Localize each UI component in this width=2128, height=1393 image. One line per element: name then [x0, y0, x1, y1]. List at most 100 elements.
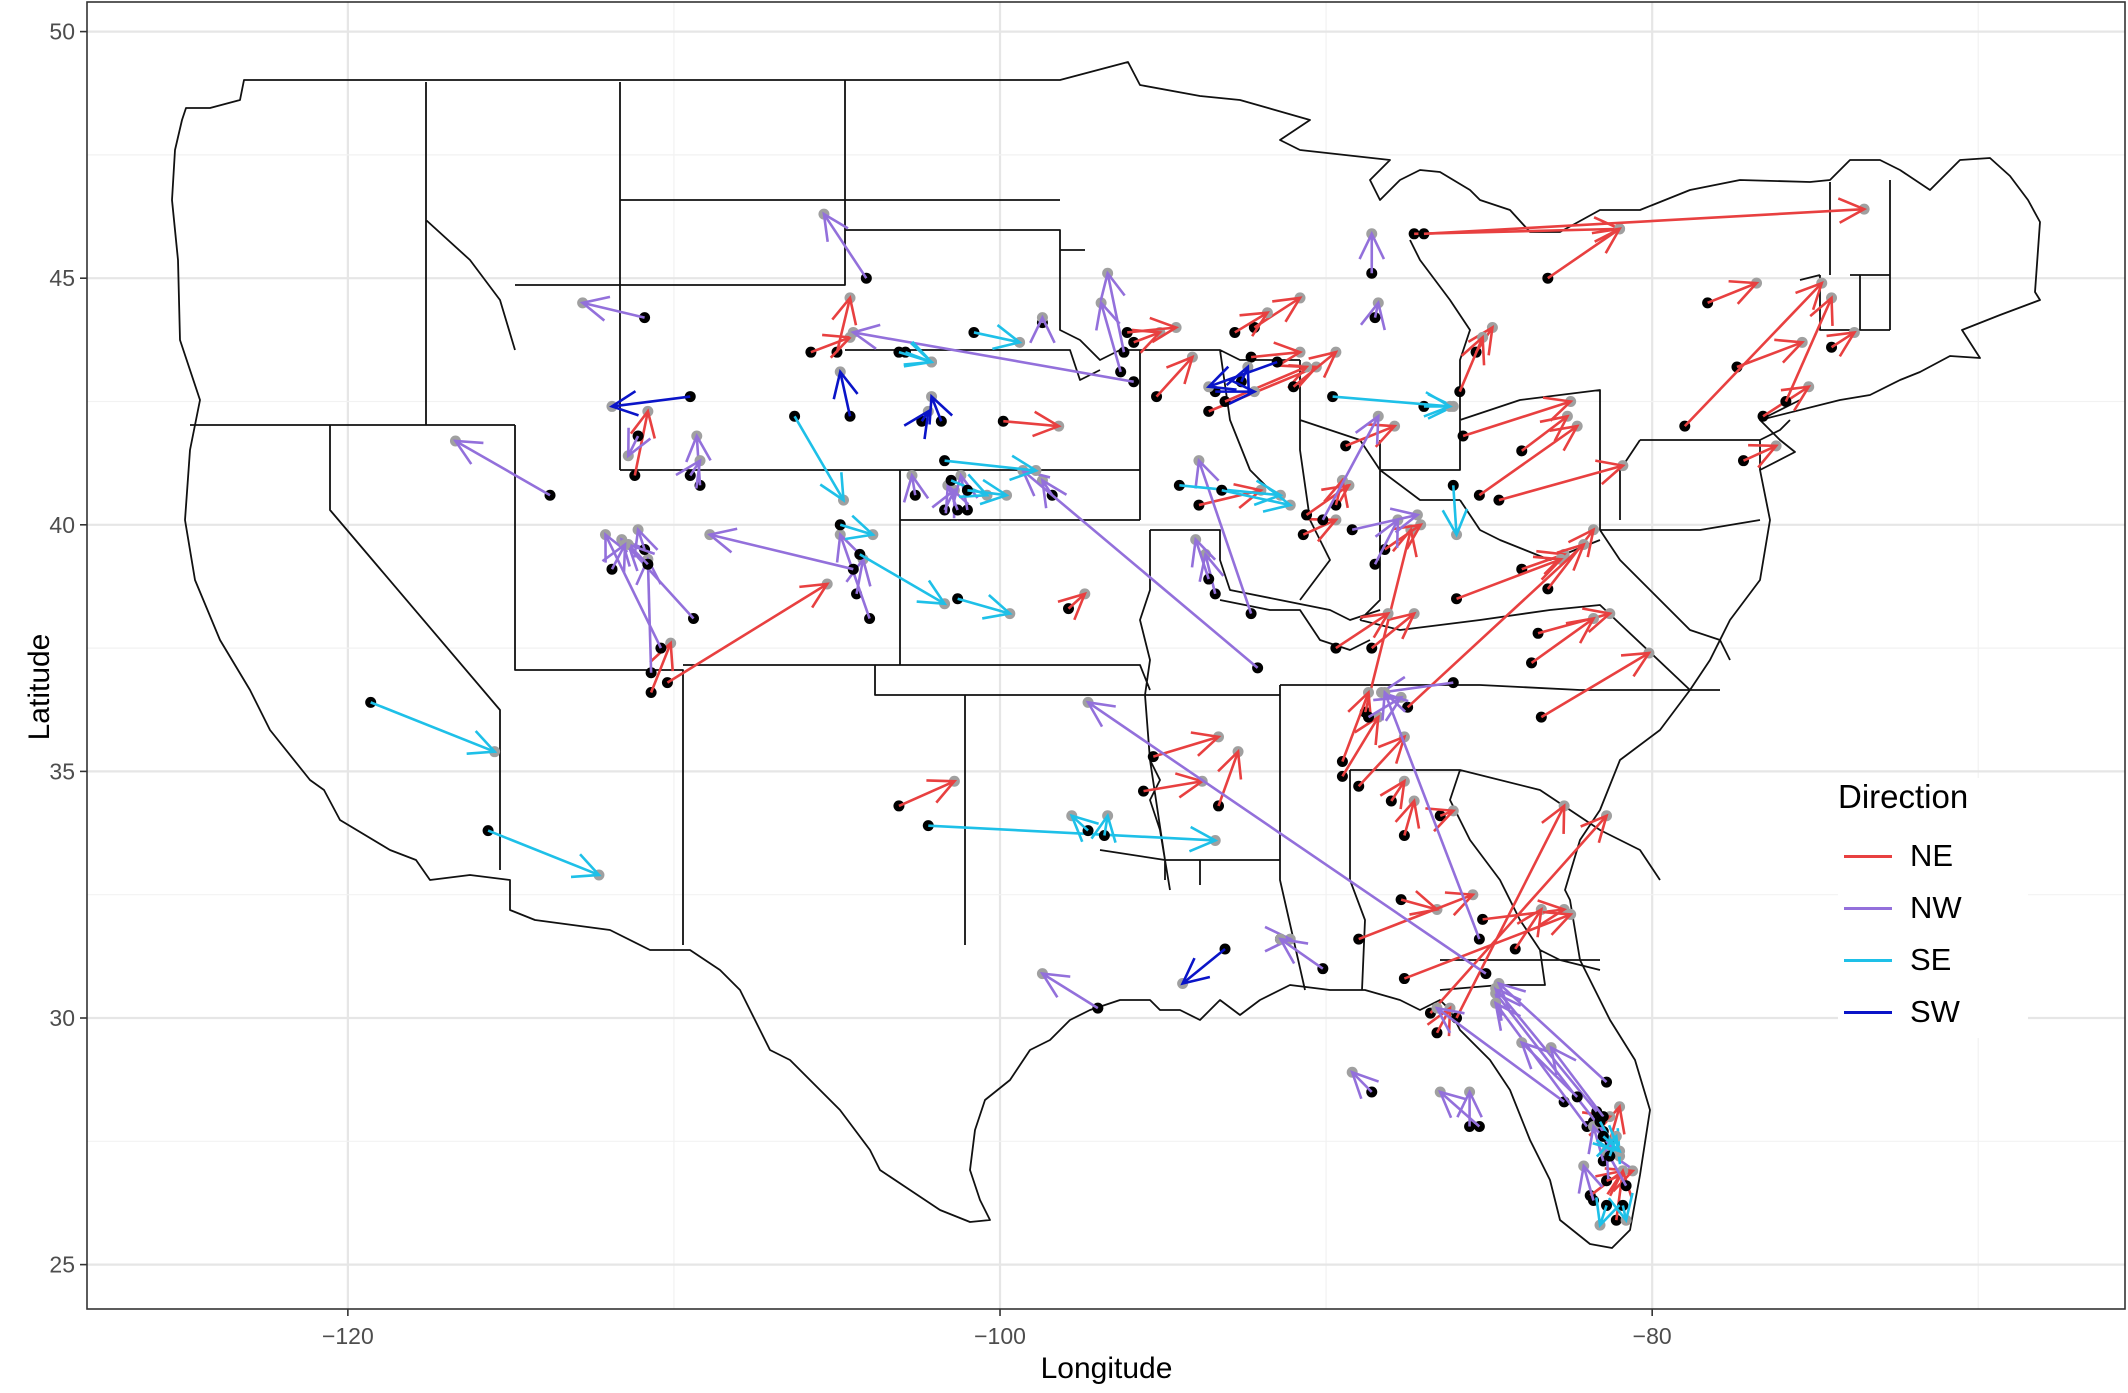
arrow-head	[619, 537, 649, 567]
arrow-nw	[1379, 686, 1485, 945]
arrow-ne	[1535, 647, 1655, 723]
arrow-shaft	[1429, 814, 1608, 1014]
arrow-nw	[1434, 1086, 1485, 1133]
arrow-se	[952, 593, 1016, 620]
arrow-head	[466, 730, 498, 755]
arrow-shaft	[946, 484, 959, 511]
arrow-ne	[1245, 341, 1306, 368]
arrow-nw	[1036, 968, 1104, 1014]
arrow-shaft	[898, 780, 955, 808]
arrow-shaft	[1305, 484, 1350, 517]
arrow-nw	[1193, 455, 1257, 620]
arrow-head	[1425, 807, 1457, 833]
arrow-shaft	[1458, 336, 1484, 393]
arrow-ne	[1353, 731, 1410, 792]
arrow-shaft	[582, 301, 645, 319]
arrow-head	[1239, 311, 1270, 337]
arrow-shaft	[1335, 612, 1389, 650]
arrow-head	[1009, 454, 1039, 482]
arrow-head	[1496, 981, 1527, 1010]
y-tick-label: 45	[49, 265, 75, 291]
arrow-shaft	[1784, 297, 1833, 403]
arrow-nw	[1099, 267, 1130, 358]
arrow-head	[992, 324, 1023, 351]
arrow-se	[922, 820, 1221, 853]
x-tick-label: −100	[974, 1323, 1026, 1349]
arrow-shaft	[853, 331, 1134, 384]
arrow-se	[961, 478, 1013, 506]
arrow-se	[1441, 479, 1469, 541]
arrow-shaft	[1540, 651, 1650, 719]
arrow-nw	[1190, 534, 1217, 585]
arrow-head	[799, 582, 830, 609]
migration-arrows	[365, 197, 1870, 1231]
arrow-ne	[1679, 277, 1828, 432]
arrow-shaft	[1370, 612, 1415, 650]
arrow-shaft	[1127, 326, 1177, 334]
arrow-head	[706, 527, 738, 554]
arrow-se	[893, 342, 938, 368]
arrow-head	[819, 472, 846, 503]
arrow-se	[834, 514, 879, 541]
arrow-head	[685, 433, 712, 463]
arrow-nw	[847, 323, 1140, 388]
arrow-shaft	[1351, 1071, 1373, 1093]
arrow-shaft	[1547, 227, 1621, 280]
arrow-head	[1180, 957, 1211, 986]
arrow-shaft	[1143, 779, 1203, 793]
arrow-head	[1423, 391, 1453, 418]
arrow-head	[1278, 364, 1310, 389]
arrow-shaft	[1224, 365, 1308, 403]
arrow-shaft	[1400, 898, 1438, 911]
arrow-shaft	[1003, 419, 1059, 428]
arrow-shaft	[839, 523, 874, 536]
arrow-head	[850, 323, 881, 350]
arrow-head	[1205, 365, 1237, 391]
arrow-ne	[1601, 1165, 1639, 1193]
arrow-shaft	[627, 543, 649, 566]
arrow-head	[1519, 1040, 1549, 1070]
arrow-nw	[1094, 297, 1127, 378]
arrow-head	[1190, 536, 1217, 568]
arrow-head	[1541, 803, 1566, 834]
arrow-head	[1389, 507, 1421, 534]
arrow-ne	[1121, 316, 1182, 344]
arrow-nw	[601, 539, 631, 575]
legend-label-se: SE	[1910, 942, 1952, 977]
arrow-se	[968, 324, 1026, 351]
arrow-head	[831, 295, 858, 326]
arrow-shaft	[1406, 543, 1585, 709]
arrow-shaft	[930, 396, 943, 422]
arrow-nw	[834, 529, 876, 625]
arrow-head	[1567, 527, 1596, 558]
arrow-head	[916, 579, 948, 606]
arrow-nw	[449, 435, 556, 501]
arrow-head	[903, 408, 930, 440]
arrow-head	[1366, 422, 1398, 448]
y-axis-title: Latitude	[23, 633, 56, 741]
arrow-se	[482, 825, 605, 881]
arrow-shaft	[454, 439, 551, 497]
arrow-head	[1595, 1197, 1621, 1228]
arrow-head	[1358, 230, 1386, 260]
arrow-head	[1549, 1045, 1577, 1076]
arrow-shaft	[1181, 947, 1226, 985]
arrow-ne	[1057, 588, 1091, 621]
arrow-head	[1542, 910, 1574, 936]
arrow-shaft	[1155, 356, 1194, 398]
legend-item-nw: NW	[1838, 882, 2028, 934]
arrow-ne	[1454, 331, 1489, 398]
arrow-nw	[616, 534, 700, 625]
arrow-head	[958, 473, 990, 499]
arrow-ne	[1398, 908, 1577, 985]
arrow-nw	[1493, 977, 1613, 1088]
arrow-head	[1354, 413, 1380, 445]
arrow-se	[1594, 1197, 1621, 1231]
arrow-head	[1537, 899, 1568, 926]
arrow-shaft	[1478, 425, 1578, 497]
arrow-head	[1379, 778, 1407, 810]
arrow-shaft	[967, 488, 1007, 497]
arrow-shaft	[1530, 617, 1595, 664]
arrow-shaft	[633, 411, 650, 476]
arrow-head	[1532, 555, 1564, 581]
